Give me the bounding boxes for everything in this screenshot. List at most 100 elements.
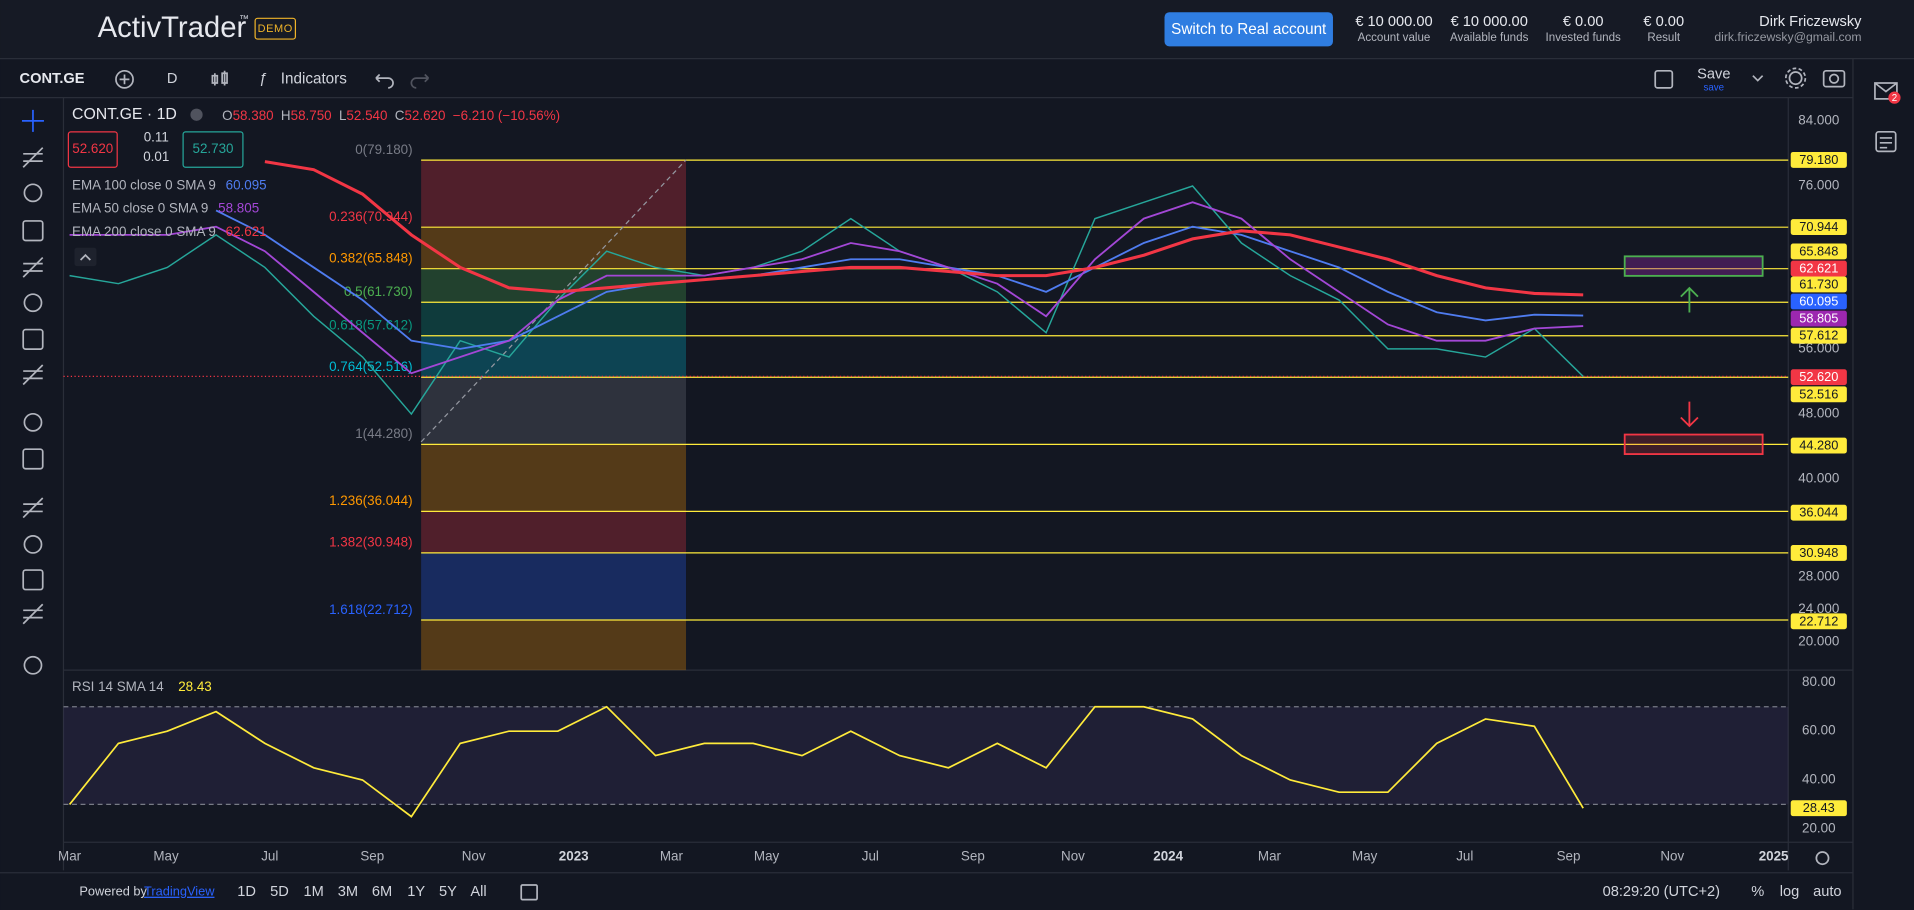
pen-tool[interactable] (23, 535, 43, 554)
fib-band (421, 511, 687, 553)
eye-tool[interactable] (22, 603, 44, 625)
x-tick-label: 2023 (559, 848, 589, 863)
range-button[interactable]: 5Y (439, 884, 457, 900)
switch-button-label[interactable]: Switch to Real account (1171, 21, 1327, 38)
magnet-tool[interactable] (22, 497, 44, 519)
target-up-box[interactable] (1623, 255, 1764, 277)
badge-box (254, 17, 297, 40)
price-label-box (1790, 260, 1847, 277)
price-label-box (1790, 310, 1847, 327)
ruler-tool[interactable] (23, 412, 43, 432)
ema-line (69, 201, 1584, 375)
save-menu-icon[interactable] (1752, 75, 1764, 82)
undo-icon[interactable] (375, 73, 394, 89)
chart-type-icon[interactable] (211, 70, 228, 86)
price-label: 36.044 (1799, 505, 1838, 520)
predict-tool[interactable] (22, 328, 44, 350)
price-label: 60.095 (1799, 294, 1838, 309)
settings-icon[interactable] (1788, 71, 1803, 86)
price-label-box (1790, 327, 1847, 344)
price-label: 58.805 (1799, 311, 1838, 326)
mail-icon[interactable] (1874, 82, 1898, 100)
tradingview-link[interactable]: TradingView (144, 884, 215, 899)
interval[interactable]: D (167, 71, 178, 87)
price-tick-label: 40.000 (1798, 471, 1839, 486)
ohlc-key: C (395, 108, 405, 123)
pattern-tool[interactable] (23, 293, 43, 313)
header (0, 0, 1914, 59)
logo-mark: ™ (239, 14, 249, 25)
ask[interactable]: 52.730 (193, 141, 234, 156)
tool-glyph (22, 220, 44, 242)
cross-tool[interactable] (21, 109, 44, 132)
price-tick-label: 84.000 (1798, 112, 1839, 127)
price-label: 79.180 (1799, 152, 1838, 167)
stat-value: € 0.00 (1643, 14, 1684, 30)
scale-option[interactable]: log (1780, 884, 1800, 900)
range-button[interactable]: 3M (338, 884, 358, 900)
price-label: 65.848 (1799, 243, 1838, 258)
price-label-box (1790, 293, 1847, 310)
scale-option[interactable]: % (1751, 884, 1764, 900)
ohlc-value: 52.620 (404, 108, 445, 123)
scale-option[interactable]: auto (1813, 884, 1841, 900)
price-label-box (1790, 243, 1847, 260)
stat-value: € 0.00 (1563, 14, 1604, 30)
indicators-button[interactable]: Indicators (281, 70, 347, 87)
switch-button[interactable] (1164, 12, 1333, 47)
range-button[interactable]: 1Y (407, 884, 425, 900)
fibonacci-retracement[interactable]: 0(79.180) 0.236(70.944) 0.382(65.848) 0.5(6… (329, 142, 1789, 671)
symbol[interactable]: CONT.GE (20, 71, 85, 87)
trash-tool[interactable] (23, 655, 43, 675)
price-label-box (1790, 613, 1847, 630)
fx-icon[interactable]: ƒ (259, 71, 267, 87)
logo[interactable]: ActivTrader (98, 11, 247, 44)
x-tick-label: Jul (862, 848, 879, 863)
text-tool[interactable] (22, 256, 44, 278)
range-button[interactable]: 6M (372, 884, 392, 900)
line-tool[interactable] (22, 147, 44, 168)
hlines-tool[interactable] (23, 183, 43, 203)
screenshot-lens (1828, 73, 1840, 84)
rect-tool[interactable] (22, 220, 44, 242)
add-symbol-icon[interactable] (115, 69, 134, 89)
add-symbol-plus (119, 74, 130, 85)
range-button[interactable]: 1D (237, 884, 256, 900)
range-button[interactable]: 5D (270, 884, 289, 900)
news-icon[interactable] (1875, 130, 1897, 153)
tool-glyph (23, 655, 43, 675)
screenshot-icon[interactable] (1822, 69, 1846, 88)
collapse-icon (79, 253, 91, 261)
layout-icon[interactable] (1654, 69, 1674, 89)
price-label: 61.730 (1799, 276, 1838, 291)
price-label: 57.612 (1799, 328, 1838, 343)
collapse-legend[interactable] (74, 247, 97, 267)
market-status (190, 108, 203, 121)
rsi-title: RSI 14 SMA 14 (72, 679, 164, 694)
axis-settings[interactable] (1815, 851, 1830, 866)
stat-label: Available funds (1450, 32, 1529, 44)
heart-tool[interactable] (22, 364, 44, 386)
arrow-down (1680, 401, 1699, 428)
ask-box[interactable] (182, 131, 244, 168)
bid-box[interactable] (67, 131, 118, 168)
zoom-tool[interactable] (22, 448, 44, 470)
target-down-box[interactable] (1623, 433, 1764, 456)
save-button[interactable]: Save (1697, 66, 1730, 82)
bid[interactable]: 52.620 (72, 141, 113, 156)
tool-glyph (22, 569, 44, 591)
date-range-icon[interactable] (520, 884, 538, 901)
price-label: 52.620 (1799, 369, 1838, 384)
fib-band (421, 227, 687, 269)
price-label-box (1790, 276, 1847, 293)
arrow-up (1680, 286, 1699, 313)
lock-tool[interactable] (22, 569, 44, 591)
user-name[interactable]: Dirk Friczewsky (1759, 14, 1862, 30)
indicator-value: 62.621 (226, 223, 267, 238)
rsi-band (63, 706, 1789, 805)
x-tick-label: May (1352, 848, 1378, 863)
range-button[interactable]: 1M (304, 884, 324, 900)
range-button[interactable]: All (470, 884, 486, 900)
